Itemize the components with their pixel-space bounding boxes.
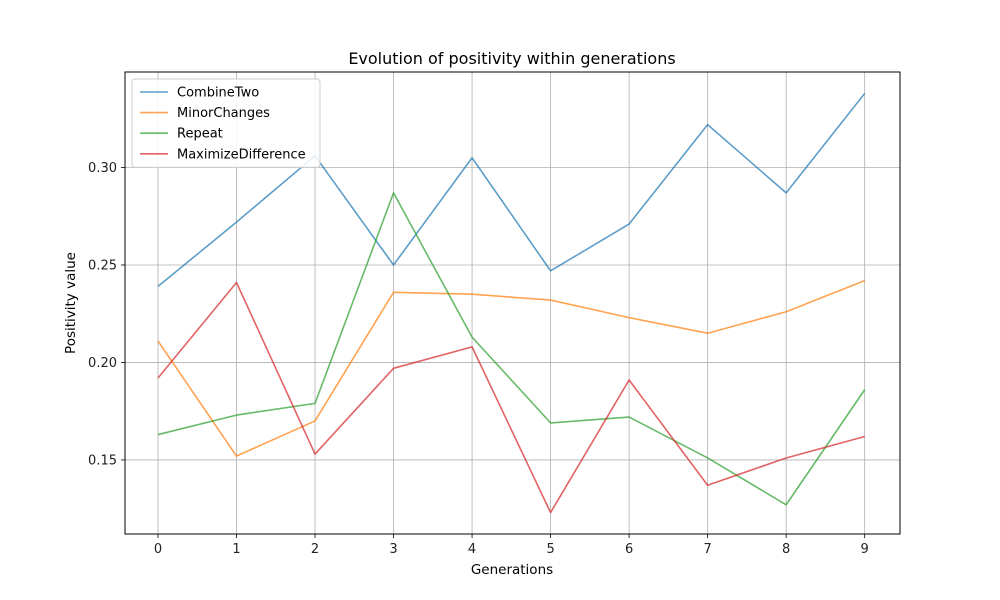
legend-label: MaximizeDifference <box>177 147 306 162</box>
x-tick-label: 6 <box>625 542 633 557</box>
x-tick-label: 4 <box>468 542 476 557</box>
series-line-maximize-difference <box>157 281 865 514</box>
series-line-minor-changes <box>157 279 865 457</box>
grid-lines <box>125 72 900 534</box>
chart-title: Evolution of positivity within generatio… <box>348 49 675 68</box>
x-axis-label: Generations <box>471 562 553 578</box>
x-tick-label: 2 <box>311 542 319 557</box>
x-axis-ticks: 0 1 2 3 4 5 6 7 8 9 <box>154 534 869 557</box>
y-tick-label: 0.30 <box>88 161 117 176</box>
x-tick-label: 3 <box>389 542 397 557</box>
legend-label: MinorChanges <box>177 106 270 121</box>
series-line-repeat <box>157 192 866 506</box>
y-tick-label: 0.25 <box>88 258 117 273</box>
series-line-combine-two <box>157 92 866 288</box>
x-tick-label: 9 <box>861 542 869 557</box>
y-tick-label: 0.15 <box>88 453 117 468</box>
legend-label: Repeat <box>177 127 223 142</box>
x-tick-label: 5 <box>546 542 554 557</box>
legend-label: CombineTwo <box>177 86 259 101</box>
x-tick-label: 0 <box>154 542 162 557</box>
legend-box <box>131 78 321 168</box>
x-tick-label: 1 <box>232 542 240 557</box>
x-tick-label: 8 <box>782 542 790 557</box>
y-axis-ticks: 0.15 0.20 0.25 0.30 <box>88 161 125 468</box>
plot-frame <box>124 71 901 535</box>
x-tick-label: 7 <box>703 542 711 557</box>
y-axis-label: Positivity value <box>63 252 79 354</box>
y-tick-label: 0.20 <box>88 356 117 371</box>
series-lines <box>157 92 866 514</box>
legend: CombineTwo MinorChanges Repeat MaximizeDiff… <box>131 78 321 168</box>
